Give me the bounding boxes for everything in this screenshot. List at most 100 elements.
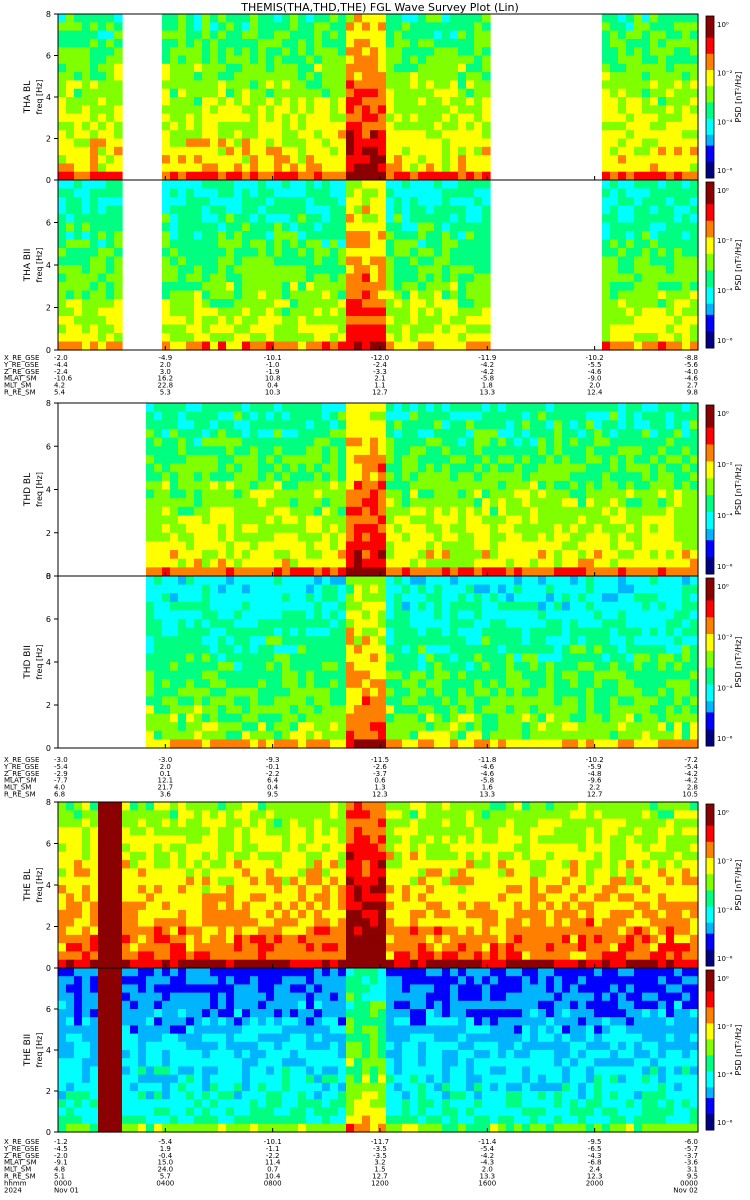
- ephem-value: 16.2: [158, 375, 174, 383]
- ephem-value: 0800: [264, 1179, 282, 1187]
- ephem-value: 2.7: [687, 382, 698, 390]
- y-tick-label: 8: [46, 399, 51, 408]
- ephem-value: -4.6: [480, 763, 494, 771]
- panel-label: THD BII: [23, 645, 33, 680]
- ephem-value: 3.0: [160, 368, 171, 376]
- y-tick-label: 2: [46, 529, 51, 538]
- colorbar-tick-label: 10⁻²: [717, 70, 733, 78]
- ephem-value: 13.3: [480, 791, 496, 799]
- y-axis-label: freq [Hz]: [35, 1033, 44, 1068]
- ephem-value: 12.3: [587, 1173, 603, 1181]
- colorbar-tick-label: 10⁻⁴: [717, 684, 733, 692]
- ephem-value: -4.5: [54, 1145, 68, 1153]
- ephem-value: -3.7: [684, 1152, 698, 1160]
- ephem-value: Nov 02: [673, 1186, 698, 1194]
- ephem-value: 12.7: [587, 791, 603, 799]
- y-tick-label: 2: [46, 135, 51, 144]
- colorbar-tick-label: 10⁰: [717, 975, 729, 983]
- ephem-value: -5.6: [684, 361, 698, 369]
- ephem-value: 6.8: [54, 791, 65, 799]
- ephem-value: -1.9: [266, 368, 280, 376]
- y-tick-label: 6: [46, 219, 51, 228]
- colorbar-tick-label: 10⁻⁶: [717, 167, 733, 175]
- y-axis-label: freq [Hz]: [35, 645, 44, 680]
- y-tick-label: 0: [46, 572, 51, 581]
- ephem-value: 2.8: [687, 784, 698, 792]
- ephem-value: -5.4: [54, 763, 68, 771]
- ephem-value: -5.5: [588, 361, 602, 369]
- ephem-row-name: X_RE_GSE: [4, 354, 39, 362]
- ephem-value: -4.6: [684, 375, 698, 383]
- colorbar: 10⁰ 10⁻² 10⁻⁴ 10⁻⁶ PSD [nT²/Hz]: [705, 181, 743, 349]
- ephem-value: -5.4: [480, 1145, 494, 1153]
- ephem-value: 1.9: [160, 1145, 171, 1153]
- ephem-value: -5.7: [684, 1145, 698, 1153]
- ephem-value: -11.4: [478, 1138, 497, 1146]
- colorbar-tick-label: 10⁰: [717, 583, 729, 591]
- ephem-value: 1.5: [374, 1166, 385, 1174]
- y-tick-label: 2: [46, 923, 51, 932]
- ephem-value: 13.3: [480, 389, 496, 397]
- ephem-value: -5.4: [684, 763, 698, 771]
- ephem-value: -3.3: [373, 368, 387, 376]
- ephem-value: -4.3: [588, 1152, 602, 1160]
- ephem-value: -3.7: [373, 770, 387, 778]
- y-tick-label: 0: [46, 346, 51, 355]
- ephem-value: 5.7: [160, 1173, 171, 1181]
- ephem-row-name: Y_RE_GSE: [3, 361, 39, 369]
- ephem-value: -11.5: [371, 756, 389, 764]
- ephem-value: -11.7: [371, 1138, 389, 1146]
- ephem-row-name: Z_RE_GSE: [4, 1152, 39, 1160]
- colorbar-tick-label: 10⁰: [717, 187, 729, 195]
- ephem-value: 9.5: [687, 1173, 698, 1181]
- y-tick-label: 8: [46, 798, 51, 807]
- ephem-row-name: MLT_SM: [4, 784, 31, 792]
- panel-thd-bii: 0 2 4 6 8 THD BII freq [Hz] 10⁰ 10⁻² 10⁻⁴ 10⁻⁶ PSD …: [23, 572, 743, 753]
- ephem-value: -1.2: [54, 1138, 68, 1146]
- ephem-value: -5.9: [588, 763, 602, 771]
- y-tick-label: 6: [46, 840, 51, 849]
- ephem-value: -10.2: [586, 354, 604, 362]
- ephem-value: -10.2: [586, 756, 604, 764]
- ephem-row-name: MLT_SM: [4, 1166, 31, 1174]
- ephem-value: -7.2: [684, 756, 698, 764]
- colorbar-tick-label: 10⁻²: [717, 461, 733, 469]
- ephem-value: 0000: [680, 1179, 698, 1187]
- ephem-row-name: R_RE_SM: [4, 1173, 36, 1181]
- ephem-value: 9.8: [687, 389, 698, 397]
- colorbar-tick-label: 10⁻⁴: [717, 287, 733, 295]
- ephem-value: -9.0: [588, 375, 602, 383]
- ephem-value: 13.3: [480, 1173, 496, 1181]
- y-tick-label: 4: [46, 658, 51, 667]
- ephem-value: 10.8: [265, 375, 281, 383]
- ephem-value: -10.1: [264, 1138, 282, 1146]
- ephem-row-name: Z_RE_GSE: [4, 770, 39, 778]
- ephem-value: -3.5: [373, 1152, 387, 1160]
- ephem-value: 12.3: [372, 791, 388, 799]
- y-tick-label: 0: [46, 744, 51, 753]
- ephem-value: 1.3: [374, 784, 385, 792]
- ephem-block: X_RE_GSE -2.0 -4.9 -10.1 -12.0 -11.9 -10.2 -8.8…: [3, 354, 699, 397]
- y-tick-label: 8: [46, 572, 51, 581]
- colorbar: 10⁰ 10⁻² 10⁻⁴ 10⁻⁶ PSD [nT²/Hz]: [705, 969, 743, 1131]
- ephem-value: 0.4: [267, 382, 279, 390]
- colorbar-tick-label: 10⁻⁶: [717, 337, 733, 345]
- ephem-value: 12.1: [158, 777, 174, 785]
- ephem-value: -2.0: [54, 354, 68, 362]
- ephem-value: -3.0: [158, 756, 172, 764]
- ephem-value: -2.9: [54, 770, 68, 778]
- ephem-value: 2.2: [589, 784, 600, 792]
- ephem-value: -7.7: [54, 777, 68, 785]
- ephem-value: Nov 01: [54, 1186, 79, 1194]
- ephem-value: -3.6: [684, 1159, 698, 1167]
- ephem-value: 24.0: [158, 1166, 174, 1174]
- ephem-row-name: X_RE_GSE: [4, 1138, 39, 1146]
- colorbar-tick-label: 10⁻⁴: [717, 906, 733, 914]
- colorbar-tick-label: 10⁰: [717, 21, 729, 29]
- y-axis-label: freq [Hz]: [35, 472, 44, 507]
- ephem-value: -4.4: [54, 361, 68, 369]
- ephem-value: -4.2: [480, 361, 494, 369]
- y-tick-label: 4: [46, 261, 51, 270]
- y-tick-label: 4: [46, 1046, 51, 1055]
